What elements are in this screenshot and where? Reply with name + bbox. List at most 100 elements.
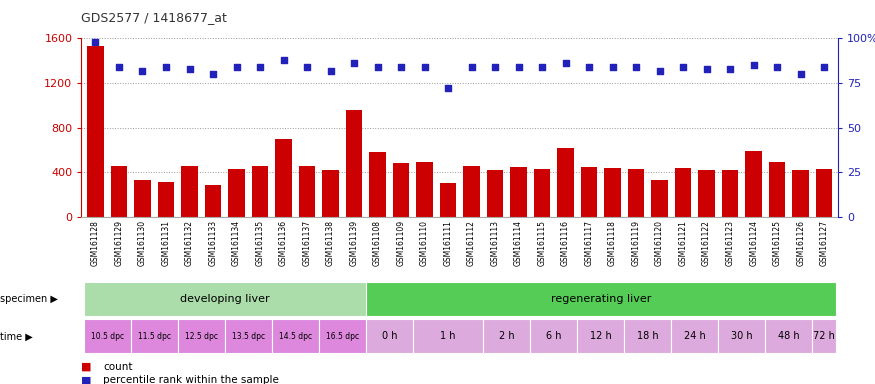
Bar	[718, 319, 766, 353]
Point	[817, 64, 831, 70]
Point	[300, 64, 314, 70]
Point	[347, 60, 361, 66]
Point	[88, 39, 102, 45]
Point	[206, 71, 220, 77]
Bar	[651, 180, 668, 217]
Point	[512, 64, 526, 70]
Bar	[816, 169, 832, 217]
Bar	[298, 166, 315, 217]
Bar	[181, 166, 198, 217]
Text: ■: ■	[81, 375, 92, 384]
Bar	[84, 319, 130, 353]
Text: 2 h: 2 h	[499, 331, 514, 341]
Point	[536, 64, 550, 70]
Bar	[205, 185, 221, 217]
Text: regenerating liver: regenerating liver	[550, 294, 651, 304]
Bar	[625, 319, 671, 353]
Point	[488, 64, 502, 70]
Text: 0 h: 0 h	[382, 331, 397, 341]
Text: 48 h: 48 h	[778, 331, 800, 341]
Bar	[581, 167, 598, 217]
Text: 6 h: 6 h	[546, 331, 562, 341]
Bar	[366, 319, 413, 353]
Bar	[276, 139, 291, 217]
Point	[441, 85, 455, 91]
Bar	[793, 170, 808, 217]
Bar	[252, 166, 269, 217]
Bar	[440, 184, 456, 217]
Bar	[416, 162, 433, 217]
Bar	[322, 170, 339, 217]
Bar	[134, 180, 150, 217]
Text: 18 h: 18 h	[637, 331, 659, 341]
Text: 1 h: 1 h	[440, 331, 456, 341]
Text: time ▶: time ▶	[0, 331, 32, 341]
Bar	[812, 319, 836, 353]
Bar	[111, 166, 127, 217]
Text: ■: ■	[81, 362, 92, 372]
Bar	[557, 148, 574, 217]
Bar	[225, 319, 272, 353]
Point	[653, 68, 667, 74]
Bar	[698, 170, 715, 217]
Point	[794, 71, 808, 77]
Bar	[369, 152, 386, 217]
Point	[324, 68, 338, 74]
Point	[629, 64, 643, 70]
Point	[700, 66, 714, 72]
Point	[112, 64, 126, 70]
Bar	[88, 46, 104, 217]
Bar	[366, 282, 836, 316]
Point	[676, 64, 690, 70]
Point	[417, 64, 431, 70]
Text: GDS2577 / 1418677_at: GDS2577 / 1418677_at	[81, 12, 228, 25]
Bar	[534, 169, 550, 217]
Point	[558, 60, 572, 66]
Bar	[84, 282, 366, 316]
Point	[253, 64, 267, 70]
Bar	[578, 319, 625, 353]
Point	[394, 64, 408, 70]
Point	[229, 64, 243, 70]
Text: 10.5 dpc: 10.5 dpc	[91, 332, 123, 341]
Bar	[769, 162, 786, 217]
Bar	[722, 170, 738, 217]
Text: 12.5 dpc: 12.5 dpc	[185, 332, 218, 341]
Bar	[413, 319, 483, 353]
Text: 16.5 dpc: 16.5 dpc	[326, 332, 359, 341]
Text: count: count	[103, 362, 133, 372]
Bar	[487, 170, 503, 217]
Point	[770, 64, 784, 70]
Text: 12 h: 12 h	[590, 331, 612, 341]
Text: percentile rank within the sample: percentile rank within the sample	[103, 375, 279, 384]
Bar	[510, 167, 527, 217]
Bar	[464, 166, 480, 217]
Bar	[158, 182, 174, 217]
Bar	[766, 319, 812, 353]
Text: 24 h: 24 h	[684, 331, 706, 341]
Text: 30 h: 30 h	[732, 331, 752, 341]
Point	[136, 68, 150, 74]
Point	[606, 64, 620, 70]
Point	[582, 64, 596, 70]
Bar	[628, 169, 644, 217]
Bar	[130, 319, 178, 353]
Bar	[530, 319, 578, 353]
Text: 11.5 dpc: 11.5 dpc	[137, 332, 171, 341]
Bar	[318, 319, 366, 353]
Point	[183, 66, 197, 72]
Text: 14.5 dpc: 14.5 dpc	[279, 332, 312, 341]
Bar	[675, 168, 691, 217]
Text: 72 h: 72 h	[813, 331, 835, 341]
Bar	[393, 164, 410, 217]
Point	[746, 62, 760, 68]
Text: specimen ▶: specimen ▶	[0, 294, 58, 304]
Text: 13.5 dpc: 13.5 dpc	[232, 332, 265, 341]
Bar	[746, 151, 762, 217]
Bar	[178, 319, 225, 353]
Bar	[483, 319, 530, 353]
Bar	[228, 169, 245, 217]
Point	[159, 64, 173, 70]
Point	[370, 64, 384, 70]
Bar	[346, 110, 362, 217]
